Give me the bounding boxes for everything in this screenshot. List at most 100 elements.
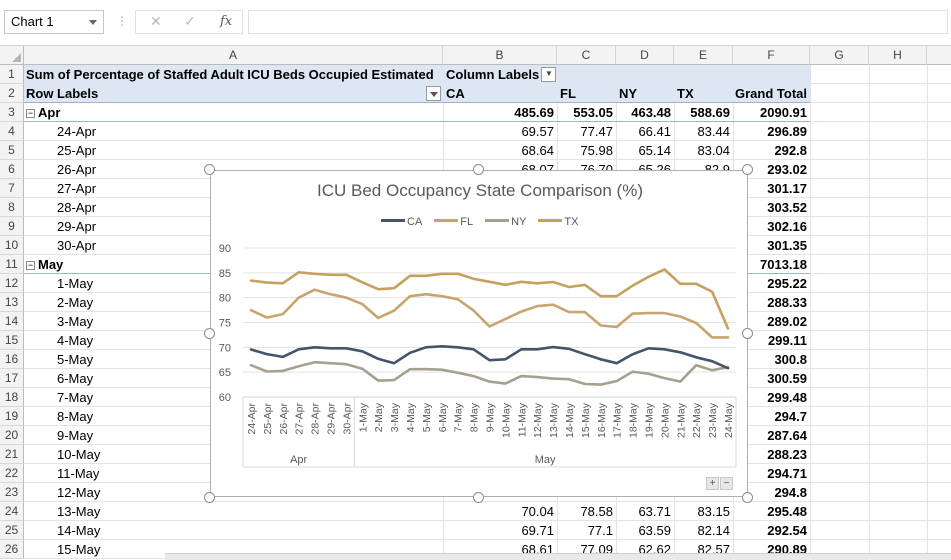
pivot-col-grand-total[interactable]: Grand Total <box>735 86 807 101</box>
chart-title[interactable]: ICU Bed Occupancy State Comparison (%) <box>317 181 643 200</box>
pivot-row-label[interactable]: 10-May <box>57 445 437 464</box>
row-header[interactable]: 24 <box>0 502 24 521</box>
value-cell[interactable]: 294.7 <box>774 409 807 424</box>
value-cell[interactable]: 66.41 <box>638 124 671 139</box>
select-all-button[interactable] <box>0 46 24 65</box>
collapse-icon[interactable]: − <box>26 260 35 270</box>
value-cell[interactable]: 303.52 <box>767 200 807 215</box>
pivot-group-label[interactable]: − Apr <box>26 103 406 122</box>
value-cell[interactable]: 83.15 <box>697 504 730 519</box>
value-cell[interactable]: 294.71 <box>767 466 807 481</box>
row-header[interactable]: 4 <box>0 122 24 141</box>
value-cell[interactable]: 300.59 <box>767 371 807 386</box>
row-header[interactable]: 16 <box>0 350 24 369</box>
value-cell[interactable]: 302.16 <box>767 219 807 234</box>
value-cell[interactable]: 300.8 <box>774 352 807 367</box>
horizontal-scrollbar[interactable] <box>165 553 951 560</box>
value-cell[interactable]: 288.23 <box>767 447 807 462</box>
legend-item-tx[interactable]: TX <box>538 216 578 228</box>
pivot-group-label[interactable]: − May <box>26 255 406 274</box>
pivot-row-label[interactable]: 28-Apr <box>57 198 437 217</box>
pivot-col-fl[interactable]: FL <box>560 86 576 101</box>
expand-field-button[interactable]: + <box>706 477 719 490</box>
row-header[interactable]: 17 <box>0 369 24 388</box>
pivot-row-labels[interactable]: Row Labels <box>24 84 443 103</box>
value-cell[interactable]: 485.69 <box>514 105 554 120</box>
legend-item-ny[interactable]: NY <box>485 216 526 228</box>
pivot-row-label[interactable]: 24-Apr <box>57 122 437 141</box>
pivot-row-label[interactable]: 11-May <box>57 464 437 483</box>
row-header[interactable]: 11 <box>0 255 24 274</box>
value-cell[interactable]: 295.22 <box>767 276 807 291</box>
formula-input[interactable] <box>248 10 948 34</box>
resize-handle-bottom-right[interactable] <box>742 492 753 503</box>
column-header-c[interactable]: C <box>557 46 616 65</box>
pivot-row-label[interactable]: 12-May <box>57 483 437 502</box>
column-header-g[interactable]: G <box>810 46 869 65</box>
value-cell[interactable]: 83.04 <box>697 143 730 158</box>
value-cell[interactable]: 299.48 <box>767 390 807 405</box>
value-cell[interactable]: 296.89 <box>767 124 807 139</box>
pivot-row-label[interactable]: 7-May <box>57 388 437 407</box>
value-cell[interactable]: 301.35 <box>767 238 807 253</box>
column-header-b[interactable]: B <box>443 46 557 65</box>
row-header[interactable]: 19 <box>0 407 24 426</box>
value-cell[interactable]: 287.64 <box>767 428 807 443</box>
pivot-row-label[interactable]: 13-May <box>57 502 437 521</box>
column-header-d[interactable]: D <box>616 46 674 65</box>
value-cell[interactable]: 294.8 <box>774 485 807 500</box>
value-cell[interactable]: 70.04 <box>521 504 554 519</box>
row-header[interactable]: 1 <box>0 65 24 84</box>
column-header-h[interactable]: H <box>869 46 927 65</box>
value-cell[interactable]: 463.48 <box>631 105 671 120</box>
pivot-row-label[interactable]: 5-May <box>57 350 437 369</box>
value-cell[interactable]: 292.8 <box>774 143 807 158</box>
collapse-field-button[interactable]: − <box>720 477 733 490</box>
row-header[interactable]: 8 <box>0 198 24 217</box>
value-cell[interactable]: 588.69 <box>690 105 730 120</box>
chart-legend[interactable]: CA FL NY TX <box>381 216 590 230</box>
column-labels-filter-icon[interactable] <box>541 67 556 82</box>
name-box[interactable]: Chart 1 <box>4 10 104 34</box>
value-cell[interactable]: 63.59 <box>638 523 671 538</box>
row-header[interactable]: 21 <box>0 445 24 464</box>
column-header-e[interactable]: E <box>674 46 733 65</box>
pivot-value-field[interactable]: Sum of Percentage of Staffed Adult ICU B… <box>24 65 443 84</box>
row-header[interactable]: 10 <box>0 236 24 255</box>
resize-handle-bottom-left[interactable] <box>204 492 215 503</box>
pivot-row-label[interactable]: 3-May <box>57 312 437 331</box>
value-cell[interactable]: 288.33 <box>767 295 807 310</box>
legend-item-ca[interactable]: CA <box>381 216 422 228</box>
pivot-row-label[interactable]: 1-May <box>57 274 437 293</box>
pivot-row-label[interactable]: 30-Apr <box>57 236 437 255</box>
enter-icon[interactable]: ✓ <box>184 13 196 29</box>
resize-handle-top-right[interactable] <box>742 164 753 175</box>
pivot-column-labels[interactable]: Column Labels <box>446 67 540 82</box>
pivot-row-label[interactable]: 26-Apr <box>57 160 437 179</box>
value-cell[interactable]: 69.57 <box>521 124 554 139</box>
column-header-a[interactable]: A <box>24 46 443 65</box>
row-header[interactable]: 22 <box>0 464 24 483</box>
resize-handle-top[interactable] <box>473 164 484 175</box>
value-cell[interactable]: 69.71 <box>521 523 554 538</box>
row-header[interactable]: 26 <box>0 540 24 559</box>
pivot-row-label[interactable]: 14-May <box>57 521 437 540</box>
value-cell[interactable]: 83.44 <box>697 124 730 139</box>
value-cell[interactable]: 7013.18 <box>760 257 807 272</box>
pivot-row-label[interactable]: 2-May <box>57 293 437 312</box>
row-header[interactable]: 9 <box>0 217 24 236</box>
pivot-row-label[interactable]: 4-May <box>57 331 437 350</box>
row-header[interactable]: 14 <box>0 312 24 331</box>
row-labels-dropdown-icon[interactable] <box>426 86 441 101</box>
chart[interactable]: ICU Bed Occupancy State Comparison (%) C… <box>210 170 748 497</box>
value-cell[interactable]: 68.64 <box>521 143 554 158</box>
pivot-row-label[interactable]: 8-May <box>57 407 437 426</box>
value-cell[interactable]: 289.02 <box>767 314 807 329</box>
row-header[interactable]: 13 <box>0 293 24 312</box>
value-cell[interactable]: 301.17 <box>767 181 807 196</box>
row-header[interactable]: 15 <box>0 331 24 350</box>
row-header[interactable]: 6 <box>0 160 24 179</box>
value-cell[interactable]: 295.48 <box>767 504 807 519</box>
value-cell[interactable]: 292.54 <box>767 523 807 538</box>
pivot-col-ny[interactable]: NY <box>619 86 638 101</box>
